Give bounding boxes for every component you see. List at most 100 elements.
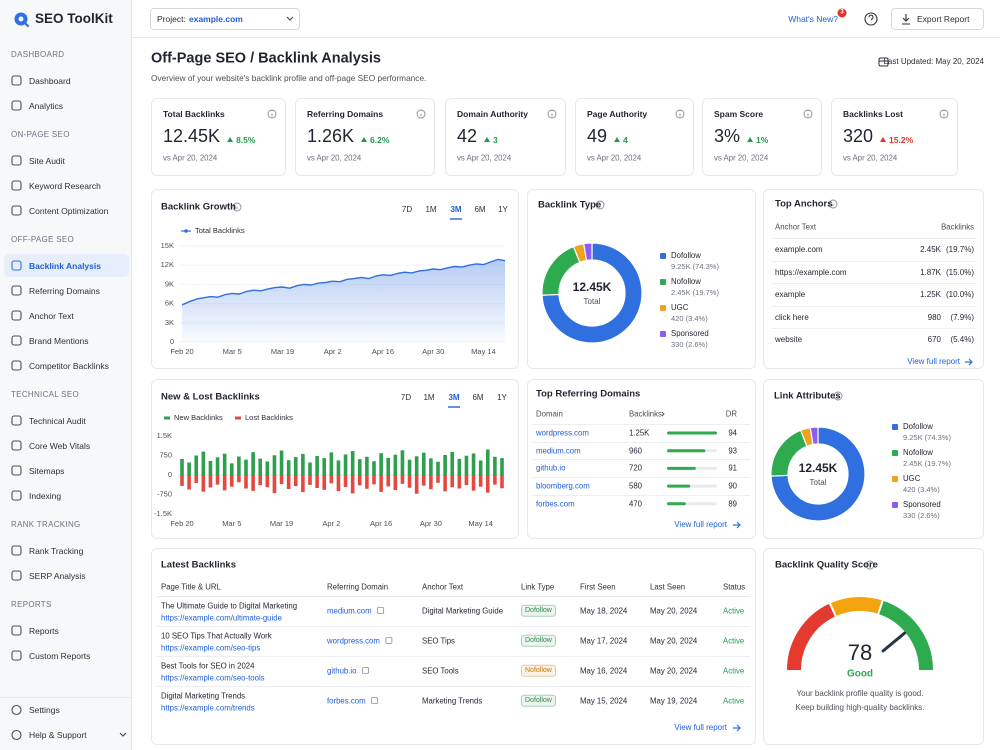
sidebar-active-bg bbox=[4, 254, 129, 277]
last-seen: May 20, 2024 bbox=[650, 666, 698, 676]
sidebar-item[interactable]: Backlink Analysis bbox=[29, 260, 101, 271]
range-tab[interactable]: 1Y bbox=[498, 205, 508, 215]
referring-domain[interactable]: wordpress.com bbox=[327, 636, 380, 646]
referring-domain[interactable]: medium.com bbox=[327, 606, 372, 616]
kpi-label: Spam Score bbox=[714, 108, 764, 119]
range-tab[interactable]: 1Y bbox=[497, 393, 507, 403]
backlinks-count: 470 bbox=[629, 499, 643, 509]
referring-domain[interactable]: github.io bbox=[327, 666, 357, 676]
sidebar-item[interactable]: Brand Mentions bbox=[29, 335, 89, 346]
link-type-badge: Nofollow bbox=[521, 664, 556, 678]
domain-link[interactable]: medium.com bbox=[536, 446, 581, 456]
kpi-value: 49 bbox=[587, 126, 608, 146]
kpi-value-row: 12.45K 8.5% bbox=[163, 126, 255, 147]
up-arrow bbox=[614, 137, 621, 142]
kpi-compare: vs Apr 20, 2024 bbox=[163, 153, 218, 163]
table-header: Anchor Text bbox=[422, 582, 464, 592]
kpi-change-text: 6.2% bbox=[370, 134, 390, 145]
last-seen: May 20, 2024 bbox=[650, 636, 698, 646]
domain-link[interactable]: github.io bbox=[536, 463, 566, 473]
kpi-change-text: 4 bbox=[623, 134, 628, 145]
row-divider bbox=[771, 305, 976, 307]
kpi-value-row: 320 15.2% bbox=[843, 126, 913, 147]
whats-new[interactable]: What's New? bbox=[788, 13, 838, 24]
table-header: Last Seen bbox=[650, 582, 686, 592]
help-icon bbox=[864, 12, 878, 26]
table-header: Referring Domain bbox=[327, 582, 389, 592]
anchor-text: Marketing Trends bbox=[422, 696, 483, 706]
view-report-link[interactable]: View full report bbox=[674, 723, 727, 733]
panel-title: New & Lost Backlinks bbox=[161, 391, 260, 403]
sidebar-item[interactable]: Indexing bbox=[29, 490, 62, 501]
table-header: Backlinks bbox=[629, 409, 662, 419]
sidebar-item[interactable]: Site Audit bbox=[29, 155, 65, 166]
page-url[interactable]: https://example.com/seo-tools bbox=[161, 673, 265, 683]
panel bbox=[763, 189, 984, 369]
page-url[interactable]: https://example.com/ultimate-guide bbox=[161, 613, 282, 623]
page-url[interactable]: https://example.com/trends bbox=[161, 703, 255, 713]
kpi-change-text: 15.2% bbox=[889, 134, 914, 145]
sidebar-item[interactable]: Anchor Text bbox=[29, 310, 74, 321]
domain-link[interactable]: forbes.com bbox=[536, 499, 575, 509]
sidebar-footer-item[interactable]: Help & Support bbox=[29, 729, 87, 740]
page-url[interactable]: https://example.com/seo-tips bbox=[161, 643, 261, 653]
sidebar-item[interactable]: Analytics bbox=[29, 100, 64, 111]
sidebar-item[interactable]: Custom Reports bbox=[29, 650, 91, 661]
kpi-label: Domain Authority bbox=[457, 108, 528, 119]
sidebar-item[interactable]: Dashboard bbox=[29, 75, 71, 86]
range-tab[interactable]: 3M bbox=[450, 205, 462, 215]
page-title-cell: Best Tools for SEO in 2024 bbox=[161, 661, 255, 671]
sidebar-item[interactable]: SERP Analysis bbox=[29, 570, 86, 581]
sidebar-item[interactable]: Sitemaps bbox=[29, 465, 65, 476]
anchor-share: (7.9%) bbox=[950, 312, 974, 322]
sidebar-item[interactable]: Referring Domains bbox=[29, 285, 100, 296]
kpi-value: 3% bbox=[714, 126, 741, 146]
range-tab[interactable]: 7D bbox=[400, 393, 412, 403]
kpi-change-text: 1% bbox=[756, 134, 769, 145]
up-arrow bbox=[747, 137, 754, 142]
kpi-compare: vs Apr 20, 2024 bbox=[714, 153, 769, 163]
kpi-compare: vs Apr 20, 2024 bbox=[457, 153, 512, 163]
project-select[interactable] bbox=[150, 8, 300, 30]
range-tab[interactable]: 3M bbox=[448, 393, 460, 403]
panel bbox=[763, 548, 984, 745]
panel-title: Top Referring Domains bbox=[536, 388, 641, 400]
row-divider bbox=[771, 328, 976, 329]
anchor-text: website bbox=[775, 335, 803, 345]
domain-rating: 89 bbox=[728, 499, 737, 509]
sidebar-item[interactable]: Core Web Vitals bbox=[29, 440, 91, 451]
table-header: Status bbox=[723, 582, 746, 592]
sidebar-item[interactable]: Competitor Backlinks bbox=[29, 360, 109, 371]
domain-link[interactable]: bloomberg.com bbox=[536, 481, 590, 491]
sidebar-item[interactable]: Keyword Research bbox=[29, 180, 101, 191]
domain-link[interactable]: wordpress.com bbox=[536, 428, 589, 438]
range-tab[interactable]: 6M bbox=[472, 393, 484, 403]
range-tab[interactable]: 1M bbox=[423, 393, 435, 403]
range-tab[interactable]: 7D bbox=[401, 205, 413, 215]
export-button[interactable] bbox=[891, 8, 984, 30]
first-seen: May 15, 2024 bbox=[580, 696, 628, 706]
panel bbox=[527, 189, 756, 369]
table-header: Page Title & URL bbox=[161, 582, 221, 592]
status: Active bbox=[723, 636, 745, 646]
kpi-value: 320 bbox=[843, 126, 874, 146]
anchor-count: 980 bbox=[927, 312, 941, 322]
sidebar-section-title: OFF-PAGE SEO bbox=[11, 235, 75, 245]
first-seen: May 16, 2024 bbox=[580, 666, 628, 676]
sidebar-footer-item[interactable]: Settings bbox=[29, 704, 60, 715]
sidebar-item[interactable]: Rank Tracking bbox=[29, 545, 84, 556]
sidebar-item[interactable]: Content Optimization bbox=[29, 205, 109, 216]
view-report-link[interactable]: View full report bbox=[907, 357, 960, 367]
domain-rating: 94 bbox=[728, 428, 737, 438]
kpi-value-row: 3% 1% bbox=[714, 126, 768, 147]
row-divider bbox=[532, 424, 750, 425]
sidebar-item[interactable]: Technical Audit bbox=[29, 415, 86, 426]
backlinks-count: 960 bbox=[629, 446, 643, 456]
kpi-compare: vs Apr 20, 2024 bbox=[307, 153, 362, 163]
referring-domain[interactable]: forbes.com bbox=[327, 696, 366, 706]
kpi-compare: vs Apr 20, 2024 bbox=[843, 153, 898, 163]
sidebar-item[interactable]: Reports bbox=[29, 625, 59, 636]
range-tab[interactable]: 6M bbox=[474, 205, 486, 215]
view-report-link[interactable]: View full report bbox=[674, 520, 727, 530]
range-tab[interactable]: 1M bbox=[425, 205, 437, 215]
